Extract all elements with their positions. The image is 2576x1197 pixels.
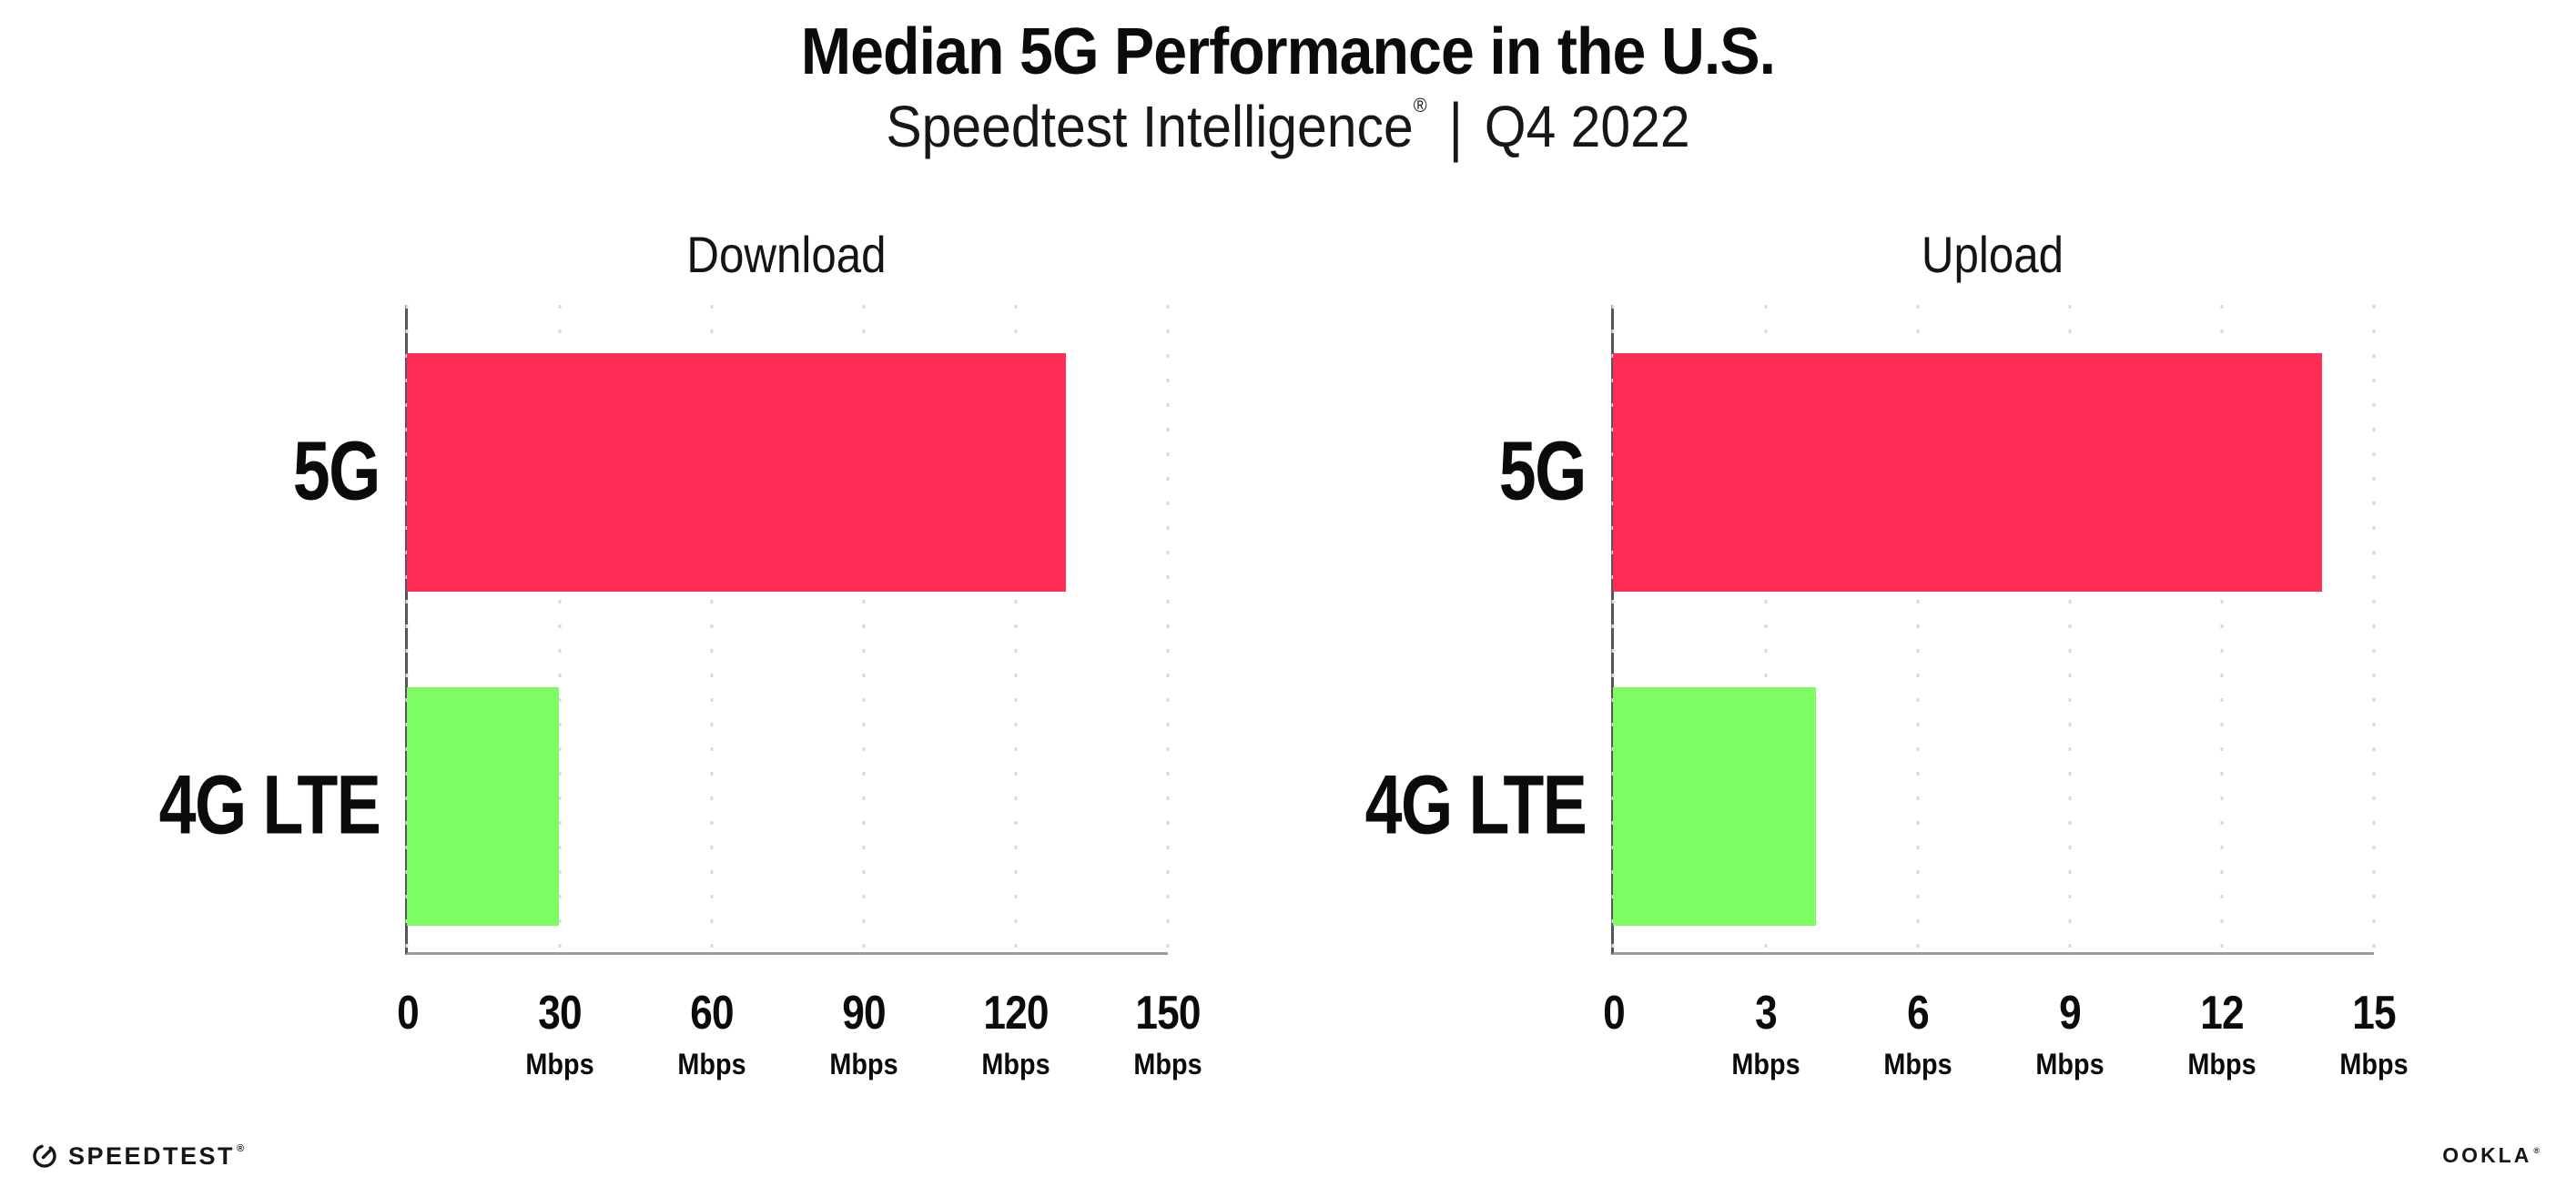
figure-title: Median 5G Performance in the U.S. xyxy=(800,15,1776,88)
gridline xyxy=(1166,305,1170,968)
upload-bar-4g-lte xyxy=(1613,687,1816,926)
tick-unit: Mbps xyxy=(2035,1048,2104,1080)
gridline xyxy=(1764,305,1768,968)
x-tick: 120 Mbps xyxy=(978,986,1054,1081)
speedtest-gauge-icon xyxy=(32,1143,57,1169)
gridline xyxy=(2068,305,2072,968)
tick-unit: Mbps xyxy=(829,1048,898,1080)
tick-value: 15 xyxy=(2352,987,2396,1040)
x-tick: 90 Mbps xyxy=(826,986,902,1081)
category-label-5g: 5G xyxy=(293,424,381,518)
download-bar-5g xyxy=(407,353,1066,592)
registered-mark-icon: ® xyxy=(1413,94,1427,117)
ookla-logo-text: OOKLA xyxy=(2442,1143,2532,1167)
gridline xyxy=(2220,305,2224,968)
upload-chart-title: Upload xyxy=(1921,226,2064,283)
tick-value: 30 xyxy=(538,987,582,1040)
figure-subtitle: Speedtest Intelligence® | Q4 2022 xyxy=(103,90,2473,164)
registered-mark-icon: ® xyxy=(237,1142,247,1154)
tick-unit: Mbps xyxy=(981,1048,1050,1080)
upload-chart: 5G 4G LTE Upload 0 3 Mbps 6 Mbps 9 Mbps 12 M… xyxy=(1364,218,2408,1141)
category-label-5g: 5G xyxy=(1499,424,1587,518)
upload-plot-area xyxy=(1611,305,2376,968)
gridline xyxy=(2372,305,2376,968)
tick-value: 150 xyxy=(1135,987,1201,1040)
tick-unit: Mbps xyxy=(1133,1048,1202,1080)
tick-unit: Mbps xyxy=(1731,1048,1800,1080)
gridline xyxy=(862,305,866,968)
category-label-4g-lte: 4G LTE xyxy=(158,758,380,852)
download-x-axis: 0 30 Mbps 60 Mbps 90 Mbps 120 Mbps 150 Mbps xyxy=(397,986,1202,1141)
subtitle-separator: | xyxy=(1448,89,1463,164)
download-bar-4g-lte xyxy=(407,687,559,926)
upload-category-labels: 5G 4G LTE xyxy=(1364,218,1611,1141)
tick-unit: Mbps xyxy=(2339,1048,2409,1080)
upload-bar-5g xyxy=(1613,353,2323,592)
speedtest-logo-text: SPEEDTEST ® xyxy=(68,1141,247,1170)
category-label-4g-lte: 4G LTE xyxy=(1364,758,1587,852)
tick-unit: Mbps xyxy=(1883,1048,1952,1080)
gridline xyxy=(405,305,409,968)
registered-mark-icon: ® xyxy=(2533,1146,2542,1155)
gridline xyxy=(1916,305,1920,968)
tick-value: 9 xyxy=(2059,987,2082,1040)
tick-value: 60 xyxy=(690,987,734,1040)
tick-value: 6 xyxy=(1907,987,1930,1040)
gridline xyxy=(710,305,714,968)
x-tick: 30 Mbps xyxy=(522,986,598,1081)
subtitle-brand: Speedtest Intelligence xyxy=(886,94,1414,159)
tick-value: 90 xyxy=(842,987,886,1040)
x-tick: 15 Mbps xyxy=(2336,986,2412,1081)
gridline xyxy=(558,305,562,968)
download-chart: 5G 4G LTE Download 0 30 Mbps 60 Mbps 90 Mbp… xyxy=(158,218,1202,1141)
gridline xyxy=(1611,305,1615,968)
x-tick: 9 Mbps xyxy=(2032,986,2108,1081)
ookla-logo: OOKLA ® xyxy=(2442,1143,2542,1168)
x-tick: 0 xyxy=(395,986,421,1040)
speedtest-logo: SPEEDTEST ® xyxy=(32,1138,247,1174)
tick-value: 0 xyxy=(1603,987,1626,1040)
download-plot-area xyxy=(405,305,1170,968)
x-tick: 0 xyxy=(1601,986,1627,1040)
tick-unit: Mbps xyxy=(2187,1048,2257,1080)
x-tick: 3 Mbps xyxy=(1728,986,1804,1081)
upload-x-axis: 0 3 Mbps 6 Mbps 9 Mbps 12 Mbps 15 Mbps xyxy=(1603,986,2408,1141)
tick-value: 3 xyxy=(1755,987,1778,1040)
subtitle-period: Q4 2022 xyxy=(1484,94,1690,159)
download-chart-title: Download xyxy=(686,226,887,283)
download-category-labels: 5G 4G LTE xyxy=(158,218,405,1141)
gridline xyxy=(1014,305,1018,968)
x-tick: 12 Mbps xyxy=(2184,986,2260,1081)
x-tick: 60 Mbps xyxy=(674,986,750,1081)
x-tick: 150 Mbps xyxy=(1130,986,1206,1081)
tick-value: 0 xyxy=(397,987,420,1040)
x-tick: 6 Mbps xyxy=(1880,986,1956,1081)
tick-unit: Mbps xyxy=(677,1048,746,1080)
tick-unit: Mbps xyxy=(525,1048,594,1080)
tick-value: 120 xyxy=(983,987,1049,1040)
tick-value: 12 xyxy=(2200,987,2244,1040)
